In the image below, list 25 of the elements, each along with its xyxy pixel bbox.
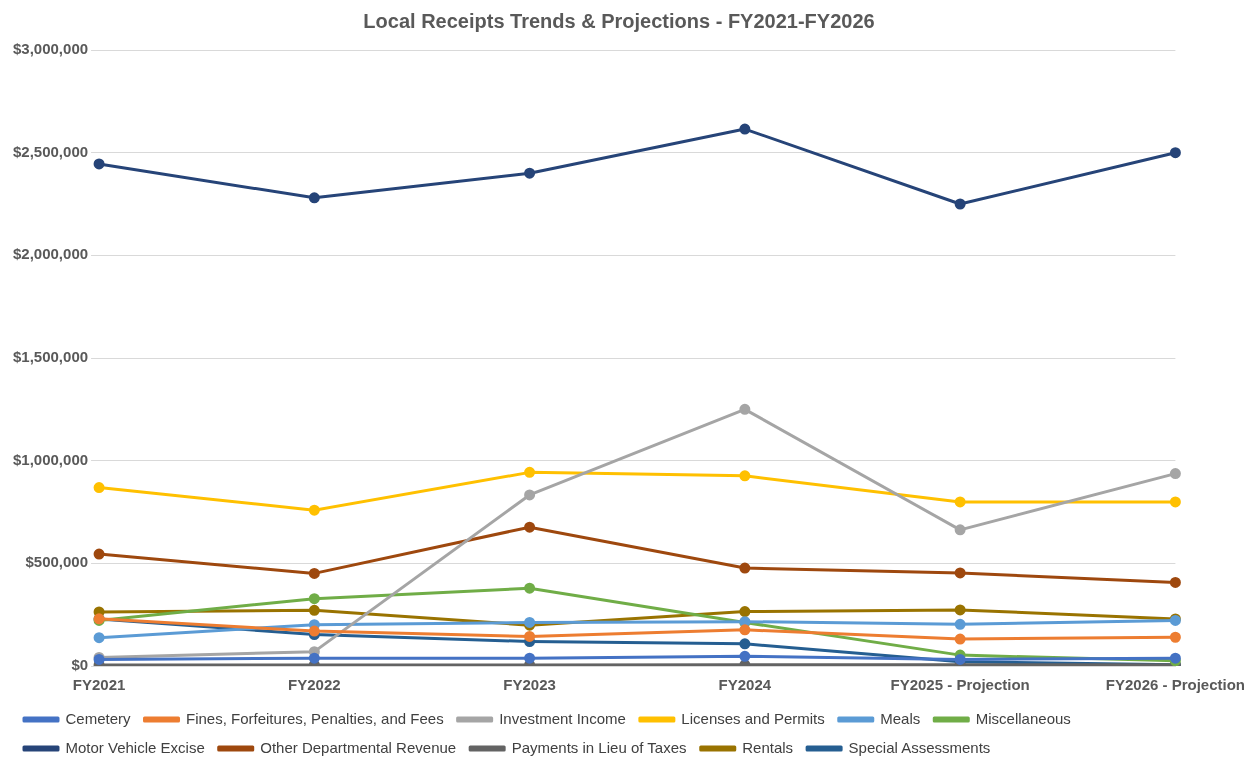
x-tick-label: FY2023 bbox=[503, 676, 556, 694]
legend-label: Licenses and Permits bbox=[681, 709, 825, 727]
y-tick-label: $500,000 bbox=[25, 553, 89, 571]
y-tick-label: $2,500,000 bbox=[13, 142, 89, 160]
legend-label: Meals bbox=[880, 709, 921, 727]
y-tick-label: $1,000,000 bbox=[13, 450, 89, 468]
y-tick-label: $1,500,000 bbox=[13, 348, 89, 366]
legend-label: Rentals bbox=[742, 738, 794, 756]
legend-label: Special Assessments bbox=[848, 738, 991, 756]
x-tick-label: FY2022 bbox=[288, 676, 341, 694]
legend-label: Investment Income bbox=[499, 709, 626, 727]
x-tick-label: FY2025 - Projection bbox=[890, 676, 1030, 694]
y-tick-label: $2,000,000 bbox=[13, 245, 89, 263]
legend-label: Cemetery bbox=[65, 709, 132, 727]
x-tick-label: FY2021 bbox=[72, 676, 126, 694]
chart-title: Local Receipts Trends & Projections - FY2021-FY2026 bbox=[363, 9, 875, 32]
legend-label: Other Departmental Revenue bbox=[260, 738, 457, 756]
x-tick-label: FY2026 - Projection bbox=[1105, 676, 1245, 694]
y-tick-label: $0 bbox=[71, 656, 89, 674]
legend-label: Miscellaneous bbox=[975, 709, 1071, 727]
y-tick-label: $3,000,000 bbox=[13, 40, 89, 58]
x-tick-label: FY2024 bbox=[718, 676, 772, 694]
legend-label: Fines, Forfeitures, Penalties, and Fees bbox=[186, 709, 444, 727]
legend-label: Motor Vehicle Excise bbox=[65, 738, 205, 756]
legend-label: Payments in Lieu of Taxes bbox=[511, 738, 687, 756]
